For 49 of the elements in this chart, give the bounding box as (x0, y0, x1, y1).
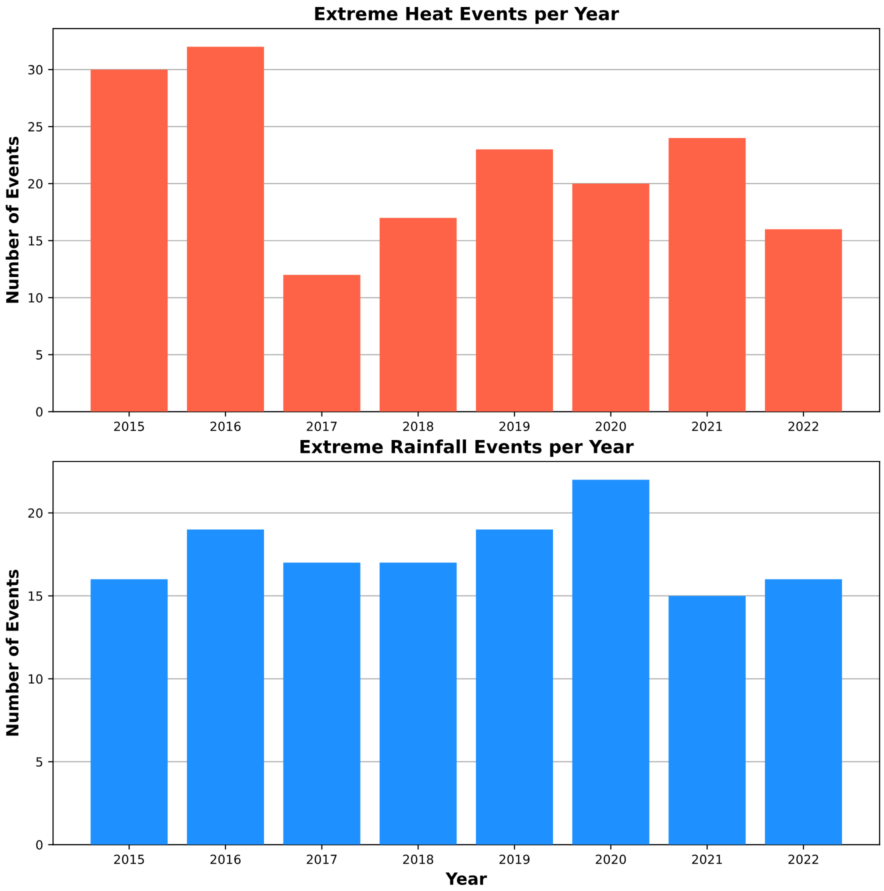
y-tick-label: 5 (36, 350, 42, 360)
y-tick-label: 5 (36, 757, 42, 767)
x-tick-label: 2017 (306, 854, 337, 864)
bar (90, 70, 168, 412)
y-axis-title: Number of Events (6, 136, 19, 303)
y-tick-label: 10 (28, 293, 42, 303)
x-tick-label: 2021 (692, 854, 722, 864)
x-tick-label: 2021 (692, 422, 722, 432)
bar (283, 562, 360, 845)
x-tick-label: 2020 (596, 422, 626, 432)
x-tick-label: 2016 (210, 854, 241, 864)
bar (764, 579, 842, 845)
x-tick-label: 2018 (403, 422, 434, 432)
bar (572, 480, 650, 845)
x-tick-label: 2020 (596, 854, 626, 864)
bar (476, 149, 554, 412)
bar (380, 218, 457, 412)
y-tick-label: 15 (28, 236, 42, 246)
x-axis-title: Year (445, 872, 487, 885)
x-tick-label: 2019 (499, 854, 530, 864)
x-tick-label: 2019 (499, 422, 530, 432)
bar (668, 596, 746, 845)
x-tick-label: 2022 (788, 422, 818, 432)
x-tick-label: 2018 (403, 854, 434, 864)
y-tick-label: 0 (36, 840, 42, 850)
bar (380, 562, 457, 845)
bar (186, 530, 264, 845)
y-axis-title: Number of Events (6, 570, 19, 736)
chart-title: Extreme Heat Events per Year (315, 7, 620, 24)
x-tick-label: 2016 (210, 422, 241, 432)
x-tick-label: 2017 (306, 422, 337, 432)
x-tick-label: 2022 (788, 854, 818, 864)
bar (186, 46, 264, 412)
bar (572, 184, 650, 412)
y-tick-label: 15 (28, 591, 42, 601)
bar (90, 579, 168, 845)
bar (476, 530, 554, 845)
y-tick-label: 0 (36, 407, 42, 417)
y-tick-label: 20 (28, 179, 42, 189)
y-tick-label: 25 (28, 122, 42, 132)
bar (764, 229, 842, 412)
bar (668, 138, 746, 412)
y-tick-label: 10 (28, 674, 42, 684)
x-tick-label: 2015 (114, 422, 144, 432)
bar (283, 274, 360, 412)
y-tick-label: 20 (28, 508, 42, 518)
chart-title: Extreme Rainfall Events per Year (300, 439, 634, 457)
x-tick-label: 2015 (114, 854, 144, 864)
y-tick-label: 30 (28, 65, 42, 74)
